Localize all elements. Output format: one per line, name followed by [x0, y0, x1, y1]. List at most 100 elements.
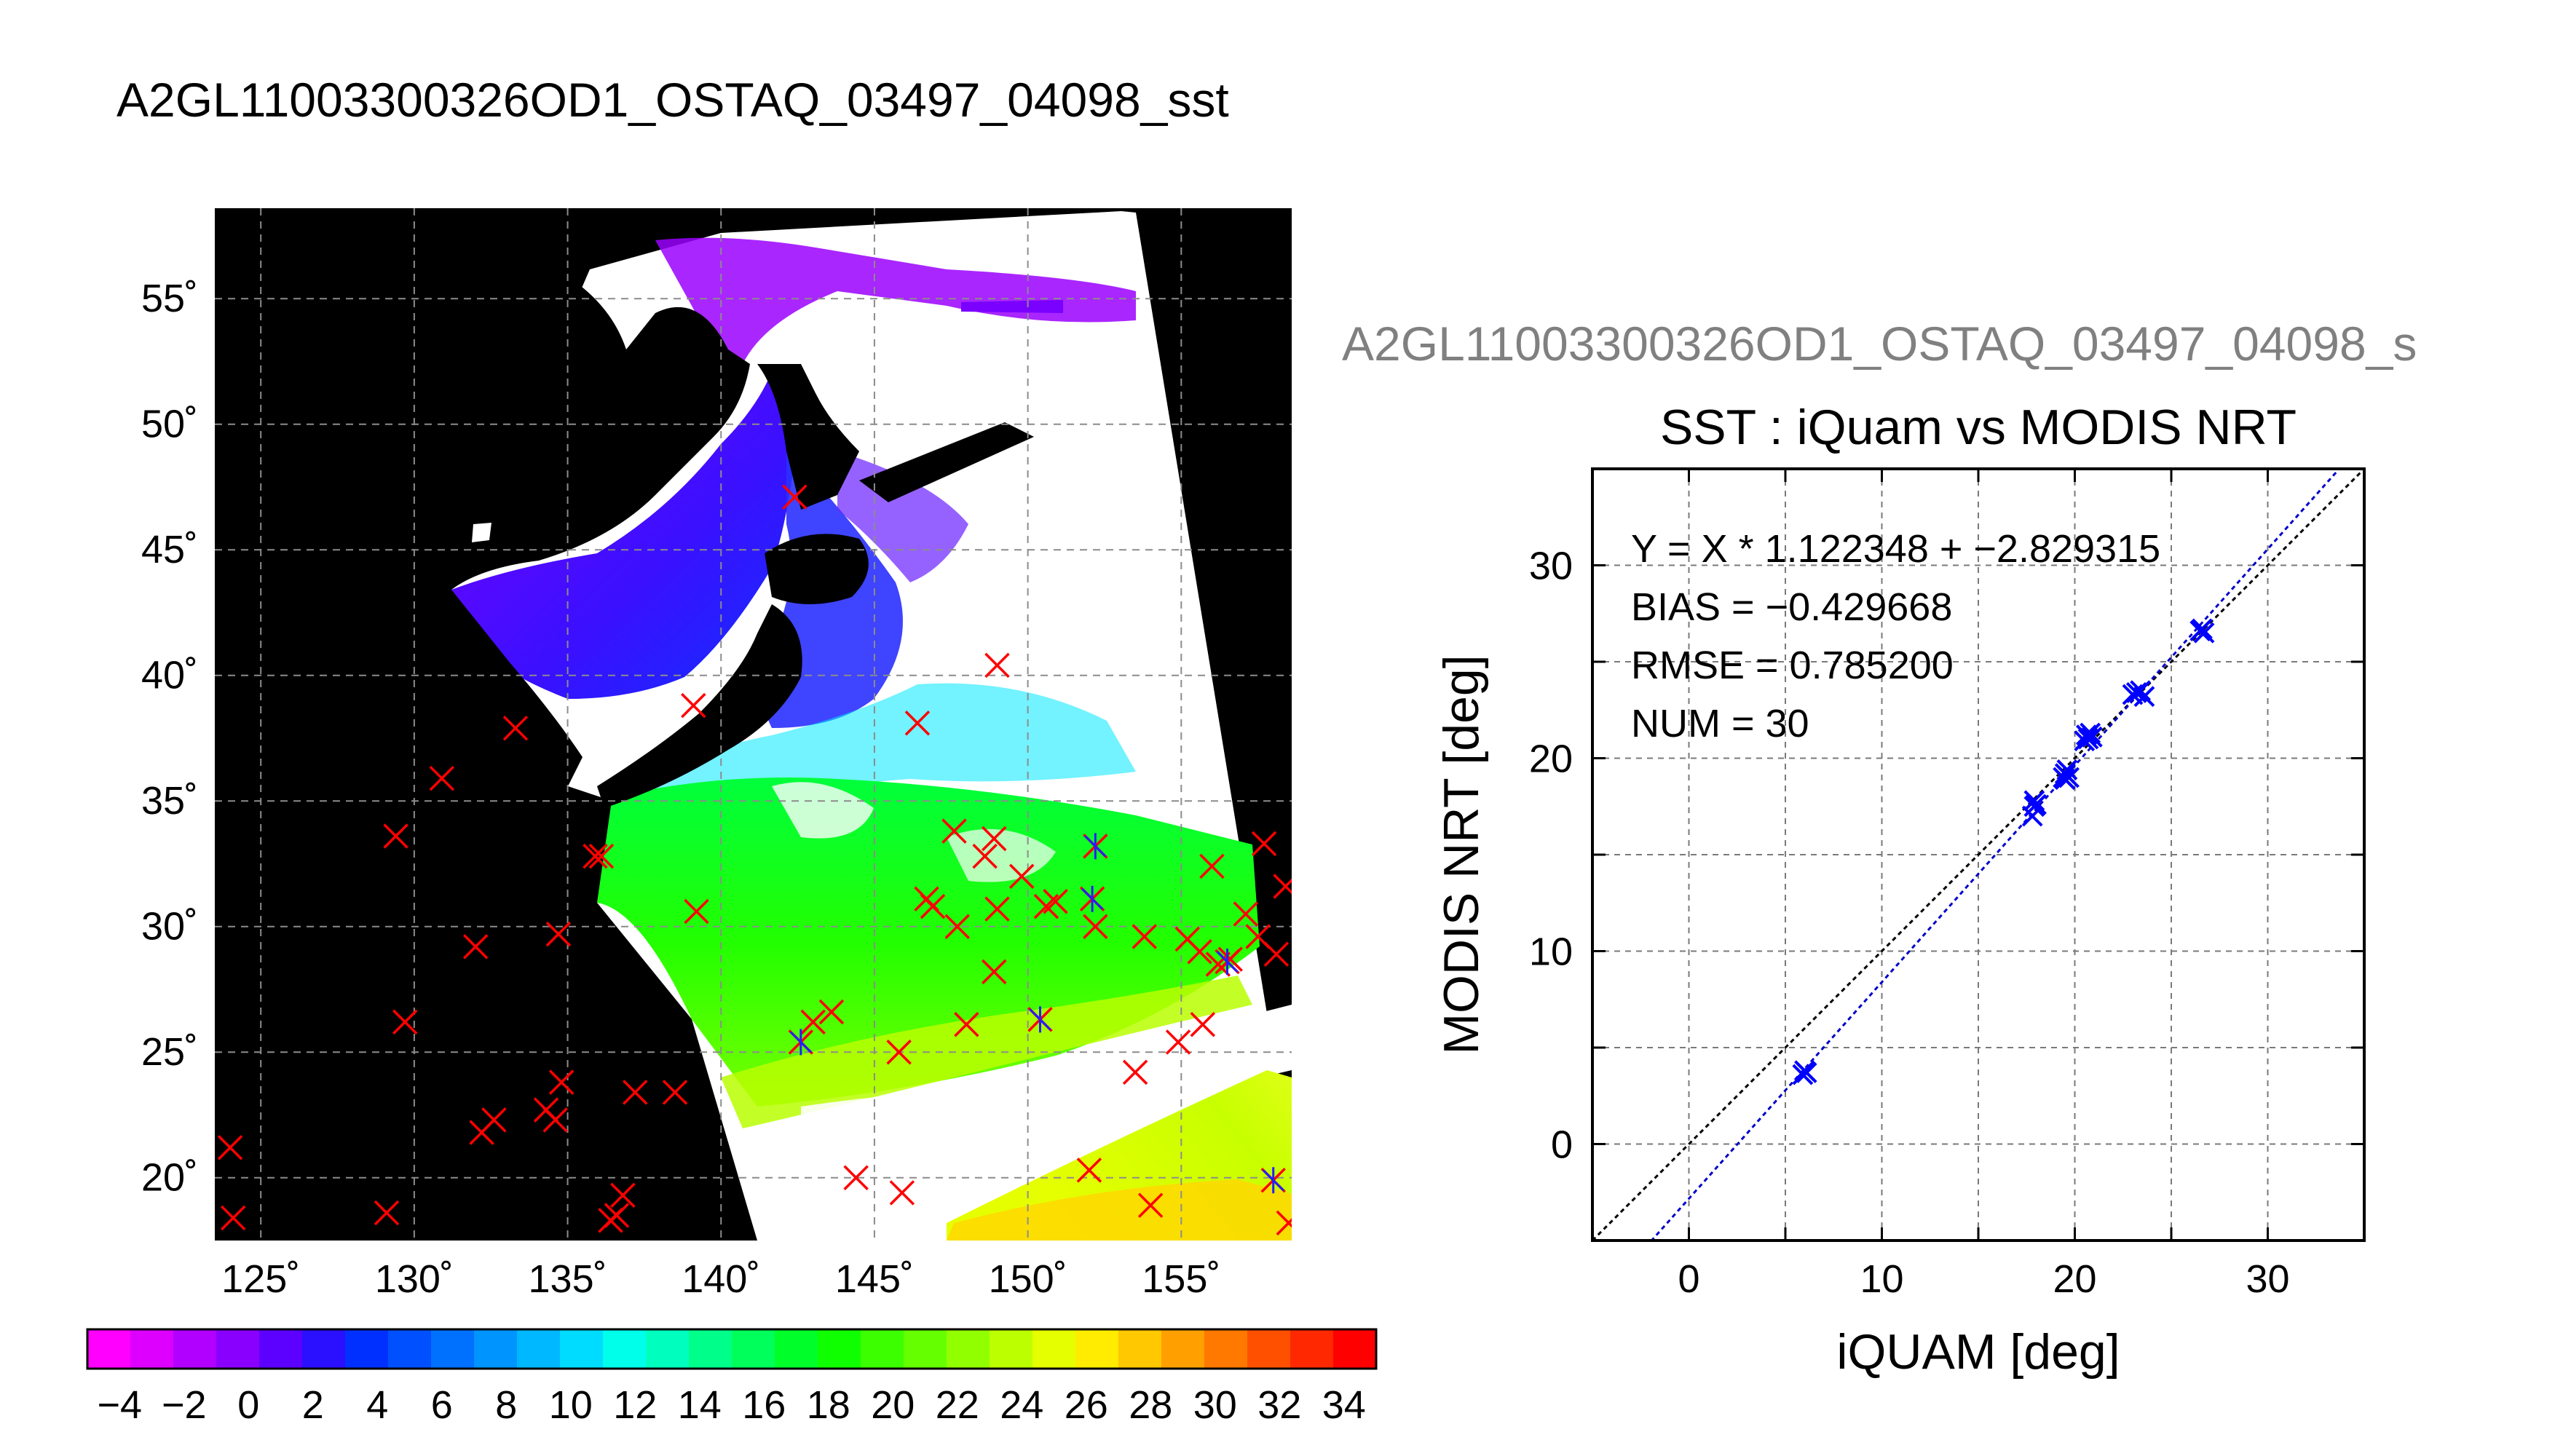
colorbar-tick-label: 24	[1000, 1383, 1043, 1427]
scatter-x-tick-label: 20	[2053, 1257, 2096, 1301]
sst-cold-north	[655, 237, 1136, 364]
colorbar-tick-label: 14	[678, 1383, 722, 1427]
buoy-marker-red	[1276, 1210, 1292, 1236]
buoy-marker-red	[481, 1107, 507, 1133]
map-lon-tick-label: 140˚	[682, 1257, 760, 1301]
colorbar-tick-label: 12	[613, 1383, 657, 1427]
sst-map-panel: 125˚ 130˚ 135˚ 140˚ 145˚ 150˚ 155˚ 20˚ 25˚ 30˚ 35˚…	[141, 208, 1292, 1301]
buoy-marker-red	[662, 1080, 688, 1105]
colorbar-cell	[173, 1329, 217, 1369]
colorbar-tick-label: −2	[162, 1383, 207, 1427]
buoy-marker-matched	[1215, 949, 1240, 976]
scatter-point	[1796, 1062, 1817, 1083]
buoy-marker-red	[392, 1009, 418, 1035]
map-gridlines	[215, 208, 1292, 1241]
stats-num: NUM = 30	[1631, 702, 1809, 745]
buoy-marker-red	[588, 843, 615, 869]
colorbar-cells	[87, 1329, 1377, 1369]
buoy-marker-red	[217, 1135, 243, 1160]
buoy-marker-red	[1137, 1192, 1164, 1218]
colorbar-cell	[646, 1329, 690, 1369]
map-lon-tick-label: 130˚	[375, 1257, 454, 1301]
map-lon-tick-label: 155˚	[1142, 1257, 1220, 1301]
map-lat-tick-label: 55˚	[141, 277, 198, 320]
colorbar-cell	[1032, 1329, 1076, 1369]
buoy-marker-red	[502, 715, 529, 741]
buoy-marker-red	[545, 921, 572, 947]
scatter-xlabel: iQUAM [deg]	[1836, 1324, 2120, 1380]
colorbar-cell	[130, 1329, 174, 1369]
buoy-marker-red	[1251, 831, 1277, 857]
buoy-marker-red	[984, 652, 1010, 678]
buoy-marker-red	[462, 934, 489, 960]
colorbar-cell	[1118, 1329, 1162, 1369]
buoy-marker-red	[542, 1107, 568, 1133]
buoy-marker-red	[1122, 1059, 1148, 1085]
buoy-marker-red	[982, 826, 1007, 852]
map-tick-labels: 125˚ 130˚ 135˚ 140˚ 145˚ 150˚ 155˚ 20˚ 25˚ 30˚ 35˚…	[141, 277, 1220, 1301]
map-lat-tick-label: 20˚	[141, 1156, 198, 1200]
stats-bias: BIAS = −0.429668	[1631, 585, 1952, 629]
land-asia	[215, 208, 757, 1241]
map-lon-tick-label: 135˚	[529, 1257, 607, 1301]
colorbar-cell	[904, 1329, 947, 1369]
colorbar-tick-label: 20	[871, 1383, 915, 1427]
map-lat-tick-label: 30˚	[141, 905, 198, 949]
buoy-marker-red	[623, 1080, 648, 1105]
stats-rmse: RMSE = 0.785200	[1631, 644, 1954, 687]
buoy-marker-matched	[788, 1029, 814, 1056]
colorbar-tick-label: 32	[1257, 1383, 1301, 1427]
colorbar-cell	[990, 1329, 1033, 1369]
buoy-marker-red	[920, 893, 946, 919]
colorbar-cell	[818, 1329, 861, 1369]
scatter-y-tick-label: 10	[1529, 930, 1573, 974]
map-lat-tick-label: 40˚	[141, 654, 198, 697]
colorbar-tick-label: −4	[97, 1383, 142, 1427]
buoy-marker-red	[843, 1165, 869, 1190]
map-lon-tick-label: 145˚	[835, 1257, 914, 1301]
buoy-marker-red	[1083, 914, 1108, 939]
buoy-marker-red	[818, 999, 845, 1025]
colorbar-cell	[259, 1329, 303, 1369]
colorbar-cell	[216, 1329, 260, 1369]
buoy-marker-red	[429, 765, 455, 791]
buoy-marker-red	[944, 914, 970, 939]
buoy-marker-matched	[1079, 885, 1105, 912]
buoy-marker-matched	[1260, 1167, 1286, 1194]
scatter-subtitle: A2GL11003300326OD1_OSTAQ_03497_04098_s	[1342, 317, 2417, 371]
colorbar-tick-label: 22	[936, 1383, 979, 1427]
buoy-marker-red	[1008, 863, 1035, 889]
buoy-marker-red	[1273, 874, 1292, 899]
map-lat-tick-label: 45˚	[141, 528, 198, 571]
colorbar-tick-label: 4	[366, 1383, 388, 1427]
scatter-x-tick-label: 0	[1678, 1257, 1699, 1301]
colorbar-tick-labels: −4 −2 0 2 4 6 8 10 12 14 16 18 20 22 24 26 28 30 32 34	[97, 1383, 1365, 1427]
scatter-tick-labels: 0 10 20 30 0 10 20 30	[1529, 467, 2366, 1301]
colorbar-cell	[345, 1329, 389, 1369]
buoy-marker-red	[374, 1200, 400, 1226]
colorbar-tick-label: 30	[1193, 1383, 1237, 1427]
stats-fit-equation: Y = X * 1.122348 + −2.829315	[1631, 527, 2160, 571]
colorbar-cell	[1290, 1329, 1334, 1369]
scatter-point	[2081, 726, 2103, 748]
buoy-marker-red	[941, 818, 967, 844]
colorbar-tick-label: 34	[1322, 1383, 1366, 1427]
buoy-marker-red	[1187, 938, 1212, 965]
colorbar-cell	[775, 1329, 818, 1369]
colorbar-tick-label: 16	[742, 1383, 786, 1427]
colorbar-cell	[861, 1329, 904, 1369]
buoy-marker-red	[954, 1012, 979, 1037]
map-lat-tick-label: 50˚	[141, 403, 198, 446]
map-lat-tick-label: 35˚	[141, 779, 198, 823]
buoy-marker-red	[1076, 1158, 1102, 1183]
scatter-y-tick-label: 30	[1529, 545, 1573, 588]
regression-line	[1650, 469, 2341, 1241]
colorbar-tick-label: 0	[237, 1383, 259, 1427]
sst-sea-of-japan	[451, 371, 794, 699]
scatter-x-tick-label: 30	[2246, 1257, 2289, 1301]
colorbar: −4 −2 0 2 4 6 8 10 12 14 16 18 20 22 24 26 28 30 32 34	[86, 1328, 1378, 1427]
colorbar-frame	[86, 1328, 1378, 1370]
colorbar-cell	[689, 1329, 732, 1369]
colorbar-tick-label: 6	[431, 1383, 453, 1427]
